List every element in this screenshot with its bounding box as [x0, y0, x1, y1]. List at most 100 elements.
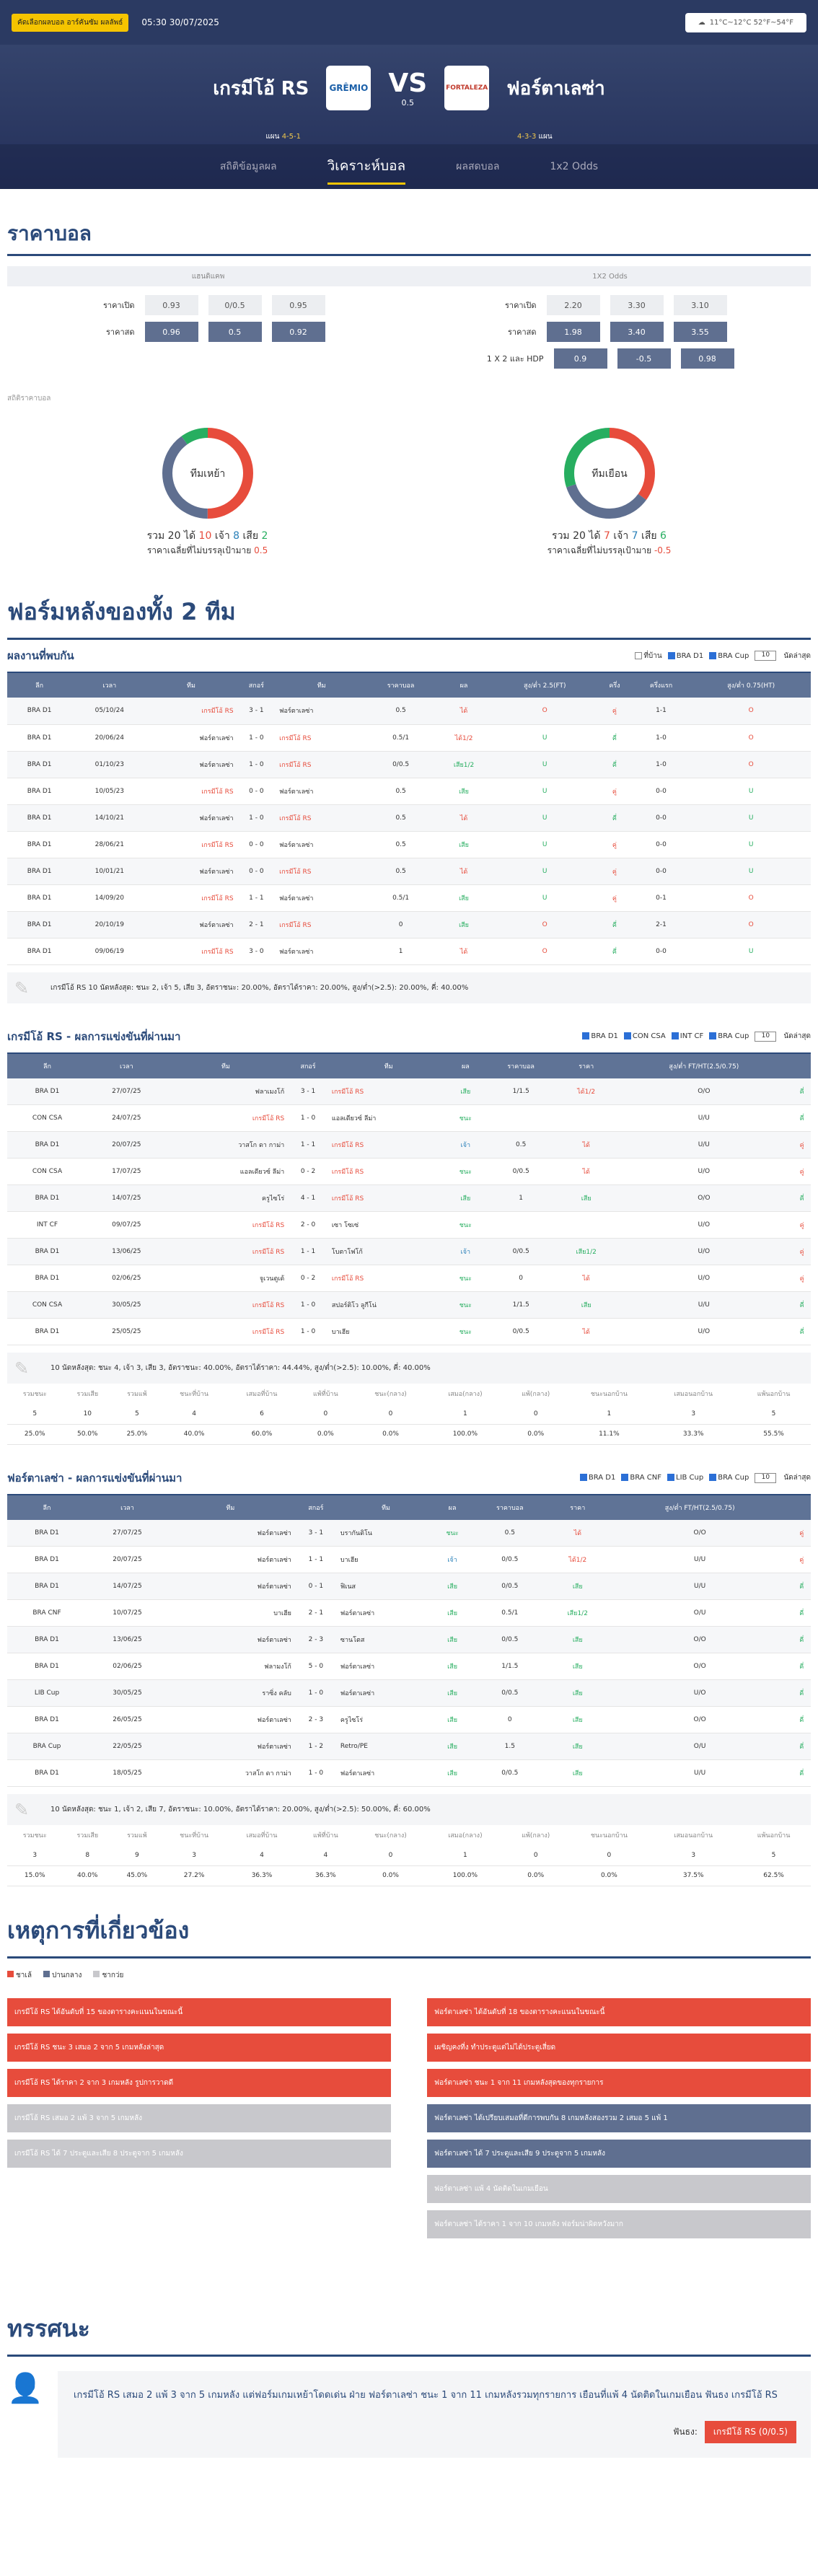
mini-col: รวมชนะ [7, 1825, 63, 1845]
table-row[interactable]: CON CSA 24/07/25 เกรมีโอ้ RS 1 - 0 แอลเดียวซ… [7, 1104, 811, 1132]
filter-checkbox[interactable]: BRA D1 [582, 1032, 618, 1040]
table-cell: 09/06/19 [71, 938, 148, 965]
table-cell: BRA D1 [7, 778, 72, 805]
odd-cell[interactable]: 2.20 [546, 295, 600, 315]
tab-analysis[interactable]: วิเคราะห์บอล [327, 149, 406, 185]
table-row[interactable]: BRA D1 26/05/25 ฟอร์ตาเลซ่า 2 - 3 ครูไซโร่ เส… [7, 1706, 811, 1733]
table-cell: 18/05/25 [87, 1759, 168, 1787]
table-cell: 0.5 [365, 778, 436, 805]
table-row[interactable]: CON CSA 30/05/25 เกรมีโอ้ RS 1 - 0 สปอร์ติโว… [7, 1291, 811, 1319]
table-row[interactable]: BRA D1 10/01/21 ฟอร์ตาเลซ่า 0 - 0 เกรมีโอ้ R… [7, 858, 811, 885]
filter-checkbox[interactable]: BRA Cup [709, 651, 749, 660]
filter-checkbox[interactable]: ที่บ้าน [635, 651, 662, 661]
table-row[interactable]: BRA D1 14/10/21 ฟอร์ตาเลซ่า 1 - 0 เกรมีโอ้ R… [7, 804, 811, 832]
checkbox-icon [635, 651, 643, 659]
filter-checkbox[interactable]: BRA Cup [709, 1474, 749, 1482]
table-row[interactable]: BRA CNF 10/07/25 บาเฮีย 2 - 1 ฟอร์ตาเลซ่า เสี… [7, 1599, 811, 1627]
opinion-title: ทรรศนะ [7, 2296, 811, 2357]
odd-cell[interactable]: 1.98 [546, 322, 600, 342]
table-cell: 0.5 [365, 804, 436, 832]
table-row[interactable]: BRA D1 18/05/25 วาสโก ดา กาม่า 1 - 0 ฟอร์ตาเ… [7, 1759, 811, 1787]
table-row[interactable]: BRA D1 27/07/25 ฟอร์ตาเลซ่า 3 - 1 บรากันติโน… [7, 1519, 811, 1547]
filter-checkbox[interactable]: BRA D1 [667, 651, 703, 660]
table-row[interactable]: BRA D1 20/06/24 ฟอร์ตาเลซ่า 1 - 0 เกรมีโอ้ R… [7, 724, 811, 752]
table-row[interactable]: BRA D1 10/05/23 เกรมีโอ้ RS 0 - 0 ฟอร์ตาเลซ่… [7, 778, 811, 805]
table-cell: U/U [607, 1573, 793, 1600]
table-row[interactable]: BRA D1 14/07/25 ฟอร์ตาเลซ่า 0 - 1 ฟิเนส เสีย 0… [7, 1573, 811, 1600]
filter-checkbox[interactable]: BRA CNF [621, 1474, 661, 1482]
table-cell: BRA D1 [7, 751, 72, 778]
odd-cell[interactable]: 0/0.5 [208, 295, 262, 315]
table-row[interactable]: BRA D1 13/06/25 เกรมีโอ้ RS 1 - 1 โบตาโฟโก้เ… [7, 1238, 811, 1265]
table-row[interactable]: BRA D1 25/05/25 เกรมีโอ้ RS 1 - 0 บาเฮีย ชนะ 0… [7, 1318, 811, 1345]
odd-cell[interactable]: 0.93 [144, 295, 198, 315]
table-cell: เสีย [547, 1626, 607, 1653]
away-team-name[interactable]: ฟอร์ตาเลซ่า [506, 77, 605, 100]
filter-checkbox[interactable]: BRA Cup [709, 1032, 749, 1040]
table-row[interactable]: BRA D1 27/07/25 ฟลาเมงโก้ 3 - 1 เกรมีโอ้ RS เ… [7, 1078, 811, 1105]
table-row[interactable]: BRA D1 14/07/25 ครูไซโร่ 4 - 1 เกรมีโอ้ RS เส… [7, 1184, 811, 1212]
table-cell: เสีย [558, 1184, 615, 1212]
table-row[interactable]: BRA D1 02/06/25 ฟลามงโก้ 5 - 0 ฟอร์ตาเลซ่า เส… [7, 1653, 811, 1680]
table-row[interactable]: BRA D1 14/09/20 เกรมีโอ้ RS 1 - 1 ฟอร์ตาเลซ่… [7, 884, 811, 912]
legend-blue: ปานกลาง [43, 1970, 82, 1981]
odd-cell[interactable]: 3.40 [610, 322, 664, 342]
info-badge[interactable]: คัดเลือกผลบอล อาร์คันซัม ผลลัพธ์ [12, 13, 129, 32]
tab-live[interactable]: ผลสดบอล [456, 161, 500, 172]
filter-checkbox[interactable]: CON CSA [623, 1032, 666, 1040]
table-cell: คู่ [598, 698, 631, 725]
losses: 6 [660, 530, 667, 542]
table-row[interactable]: BRA D1 05/10/24 เกรมีโอ้ RS 3 - 1 ฟอร์ตาเลซ่… [7, 698, 811, 725]
mini-col: เสมอ(กลาง) [426, 1384, 504, 1404]
table-cell: CON CSA [7, 1104, 87, 1132]
label: ได้ [183, 530, 196, 542]
table-cell: 1 [484, 1184, 558, 1212]
table-row[interactable]: BRA D1 02/06/25 จูเวนตูเด้ 0 - 2 เกรมีโอ้ RS… [7, 1265, 811, 1292]
filter-checkbox[interactable]: INT CF [671, 1032, 703, 1040]
tab-1x2[interactable]: 1x2 Odds [550, 161, 599, 172]
mini-pct-row: 25.0% 50.0% 25.0% 40.0% 60.0% 0.0% 0.0% 100.0% 0… [7, 1424, 811, 1445]
count-select[interactable]: 10 [755, 1031, 777, 1042]
event-item: ฟอร์ตาเลซ่า แพ้ 4 นัดติดในเกมเยือน [427, 2174, 811, 2203]
table-row[interactable]: BRA D1 13/06/25 ฟอร์ตาเลซ่า 2 - 3 ซานโตส เสีย… [7, 1626, 811, 1653]
table-row[interactable]: CON CSA 17/07/25 แอลเดียวซ์ ลีม่า 0 - 2 เกรม… [7, 1158, 811, 1185]
odd-cell[interactable]: 3.10 [673, 295, 727, 315]
odd-cell[interactable]: 3.30 [610, 295, 664, 315]
table-row[interactable]: BRA D1 20/10/19 ฟอร์ตาเลซ่า 2 - 1 เกรมีโอ้ R… [7, 911, 811, 938]
table-cell: INT CF [7, 1211, 87, 1239]
filter-checkbox[interactable]: LIB Cup [667, 1474, 703, 1482]
column-header: ครึ่ง [598, 673, 631, 698]
mini-col: แพ้(กลาง) [503, 1384, 568, 1404]
table-row[interactable]: BRA D1 20/07/25 วาสโก ดา กาม่า 1 - 1 เกรมีโอ… [7, 1131, 811, 1159]
odd-cell[interactable]: 0.95 [271, 295, 325, 315]
table-cell: เกรมีโอ้ RS [147, 778, 235, 805]
odd-cell[interactable]: 0.98 [680, 348, 734, 369]
table-cell: ฟอร์ตาเลซ่า [338, 1679, 434, 1707]
table-row[interactable]: BRA D1 20/07/25 ฟอร์ตาเลซ่า 1 - 1 บาเฮีย เจ้า… [7, 1546, 811, 1573]
row-label: ราคาสด [106, 328, 135, 337]
table-row[interactable]: INT CF 09/07/25 เกรมีโอ้ RS 2 - 0 เซา โซเซ่ช… [7, 1211, 811, 1239]
odd-cell[interactable]: 0.5 [208, 322, 262, 342]
table-cell: BRA D1 [7, 1131, 87, 1159]
table-row[interactable]: BRA D1 09/06/19 เกรมีโอ้ RS 3 - 0 ฟอร์ตาเลซ่… [7, 938, 811, 965]
event-item: เกรมีโอ้ RS ได้อันดับที่ 15 ของตารางคะแน… [7, 1997, 391, 2026]
table-row[interactable]: BRA D1 01/10/23 ฟอร์ตาเลซ่า 1 - 0 เกรมีโอ้ R… [7, 751, 811, 778]
tab-stats[interactable]: สถิติข้อมูลผล [219, 161, 277, 172]
home-team-name[interactable]: เกรมีโอ้ RS [213, 77, 309, 100]
table-row[interactable]: BRA Cup 22/05/25 ฟอร์ตาเลซ่า 1 - 2 Retro/PE เ… [7, 1733, 811, 1760]
table-cell: 3 - 0 [234, 938, 278, 965]
filter-checkbox[interactable]: BRA D1 [579, 1474, 615, 1482]
count-select[interactable]: 10 [755, 1472, 777, 1483]
odd-cell[interactable]: 0.9 [553, 348, 607, 369]
table-row[interactable]: BRA D1 28/06/21 เกรมีโอ้ RS 0 - 0 ฟอร์ตาเลซ่… [7, 831, 811, 858]
table-row[interactable]: LIB Cup 30/05/25 ราซิ่ง คลับ 1 - 0 ฟอร์ตาเลซ… [7, 1679, 811, 1707]
count-select[interactable]: 10 [755, 651, 777, 661]
odd-cell[interactable]: 3.55 [673, 322, 727, 342]
odd-cell[interactable]: 0.96 [144, 322, 198, 342]
table-cell: เสีย1/2 [558, 1238, 615, 1265]
mini-col: ชนะที่บ้าน [161, 1384, 227, 1404]
table-cell: BRA D1 [7, 698, 72, 725]
odd-cell[interactable]: 0.92 [271, 322, 325, 342]
odd-cell[interactable]: -0.5 [617, 348, 671, 369]
